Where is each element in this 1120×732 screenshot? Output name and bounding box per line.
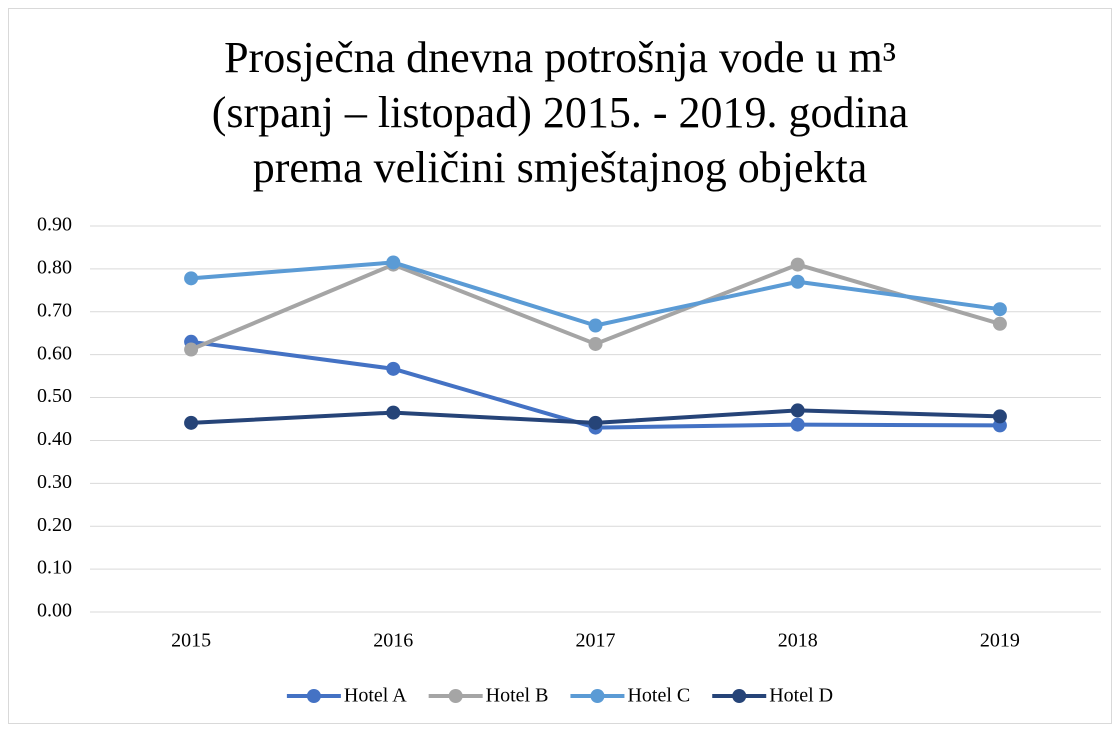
- x-tick-label: 2016: [373, 630, 413, 652]
- legend-marker: [306, 689, 321, 703]
- x-tick-label: 2017: [576, 630, 616, 652]
- data-point: [184, 342, 199, 357]
- data-point: [386, 255, 401, 270]
- y-tick-label: 0.10: [37, 557, 72, 579]
- x-tick-label: 2015: [171, 630, 211, 652]
- y-tick-label: 0.50: [37, 385, 72, 407]
- y-tick-label: 0.00: [37, 600, 72, 622]
- data-point: [588, 318, 603, 333]
- legend-label: Hotel D: [769, 685, 833, 707]
- y-tick-label: 0.90: [37, 214, 72, 236]
- data-point: [184, 415, 199, 430]
- legend-label: Hotel A: [344, 685, 407, 707]
- data-point: [386, 405, 401, 420]
- y-tick-label: 0.30: [37, 471, 72, 493]
- data-point: [790, 257, 805, 272]
- y-tick-label: 0.60: [37, 342, 72, 364]
- y-tick-label: 0.80: [37, 256, 72, 278]
- data-point: [184, 271, 199, 286]
- y-tick-label: 0.70: [37, 299, 72, 321]
- chart-title: (srpanj – listopad) 2015. - 2019. godina: [212, 88, 909, 137]
- data-point: [386, 361, 401, 376]
- chart-border: [8, 8, 1112, 724]
- data-point: [992, 302, 1007, 317]
- legend-label: Hotel C: [627, 685, 690, 707]
- data-point: [588, 415, 603, 430]
- data-point: [992, 316, 1007, 331]
- legend-marker: [448, 689, 463, 703]
- chart-title: prema veličini smještajnog objekta: [253, 143, 868, 192]
- data-point: [790, 403, 805, 418]
- legend-marker: [590, 689, 605, 703]
- chart-title: Prosječna dnevna potrošnja vode u m³: [224, 33, 896, 82]
- x-tick-label: 2018: [778, 630, 818, 652]
- data-point: [790, 417, 805, 432]
- data-point: [588, 336, 603, 351]
- legend-label: Hotel B: [486, 685, 549, 707]
- legend-marker: [732, 689, 747, 703]
- y-tick-label: 0.20: [37, 514, 72, 536]
- y-tick-label: 0.40: [37, 428, 72, 450]
- data-point: [992, 409, 1007, 424]
- x-tick-label: 2019: [980, 630, 1020, 652]
- data-point: [790, 274, 805, 289]
